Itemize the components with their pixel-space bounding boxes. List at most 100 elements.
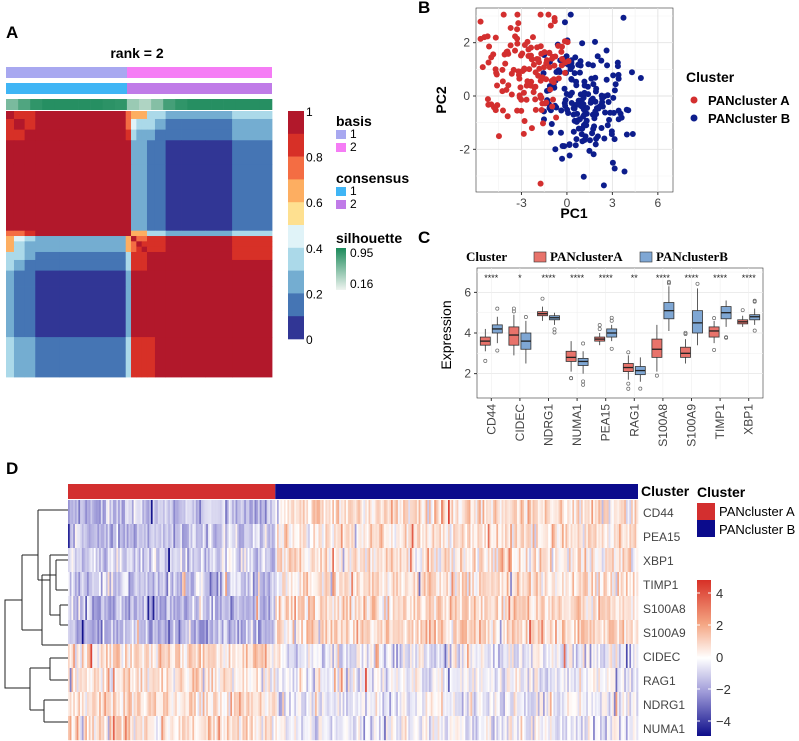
expression-cell [216, 692, 219, 717]
pca-point-b [591, 123, 598, 130]
expression-cell [220, 596, 223, 621]
expression-cell [247, 596, 250, 621]
expression-cell [460, 572, 463, 597]
expression-cell [156, 620, 159, 645]
expression-cell [499, 644, 502, 669]
consensus-cell [154, 310, 166, 338]
expression-cell [251, 548, 254, 573]
expression-cell [422, 620, 425, 645]
expression-cell [335, 500, 338, 525]
expression-cell [522, 596, 525, 621]
expression-cell [632, 620, 635, 645]
expression-cell [634, 572, 637, 597]
expression-cell [68, 548, 71, 573]
expression-cell [321, 500, 324, 525]
expression-cell [316, 620, 319, 645]
expression-cell [596, 500, 599, 525]
expression-cell [422, 524, 425, 549]
expression-cell [78, 644, 81, 669]
expression-cell [282, 524, 285, 549]
expression-cell [499, 668, 502, 693]
expression-cell [406, 644, 409, 669]
expression-cell [413, 716, 416, 741]
pca-point-a [488, 101, 495, 108]
expression-cell [515, 692, 518, 717]
silhouette-cell [18, 99, 31, 110]
expression-cell [468, 620, 471, 645]
expression-cell [85, 548, 88, 573]
expression-cell [629, 668, 632, 693]
expression-cell [330, 716, 333, 741]
expression-cell [404, 524, 407, 549]
consensus-cell [165, 129, 182, 141]
expression-cell [422, 596, 425, 621]
expression-cell [114, 500, 117, 525]
expression-cell [394, 716, 397, 741]
consensus-cell [131, 111, 137, 120]
pca-point-b [594, 133, 601, 140]
expression-cell [302, 524, 305, 549]
expression-cell [384, 524, 387, 549]
pca-point-b [548, 120, 555, 127]
silhouette-cell [247, 99, 261, 110]
expression-cell [283, 692, 286, 717]
expression-cell [173, 572, 176, 597]
expression-cell [278, 524, 281, 549]
pca-point-b [586, 137, 593, 144]
expression-cell [359, 596, 362, 621]
expression-cell [138, 548, 141, 573]
expression-cell [532, 596, 535, 621]
expression-cell [368, 644, 371, 669]
expression-cell [252, 692, 255, 717]
expression-cell [252, 644, 255, 669]
expression-cell [439, 500, 442, 525]
expression-cell [150, 572, 153, 597]
expression-cell [256, 692, 259, 717]
pca-point-b [590, 151, 597, 158]
expression-cell [99, 524, 102, 549]
expression-cell [280, 644, 283, 669]
expression-cell [579, 596, 582, 621]
consensus-cell [13, 111, 26, 120]
pca-point-a [549, 96, 556, 103]
expression-cell [145, 620, 148, 645]
expression-cell [416, 524, 419, 549]
expression-cell [391, 644, 394, 669]
expression-cell [574, 692, 577, 717]
expression-cell [416, 596, 419, 621]
expression-cell [112, 596, 115, 621]
expression-cell [142, 524, 145, 549]
expression-cell [126, 500, 129, 525]
expression-cell [617, 716, 620, 741]
expression-cell [587, 668, 590, 693]
expression-cell [558, 692, 561, 717]
expression-cell [589, 668, 592, 693]
expression-cell [605, 524, 608, 549]
expression-cell [157, 524, 160, 549]
expression-cell [106, 572, 109, 597]
expression-cell [126, 596, 129, 621]
expression-cell [489, 596, 492, 621]
expression-cell [163, 620, 166, 645]
expression-cell [373, 500, 376, 525]
box-outlier [626, 386, 631, 391]
expression-cell [308, 692, 311, 717]
expression-cell [311, 548, 314, 573]
pca-point-b [570, 128, 577, 135]
expression-cell [482, 572, 485, 597]
expression-cell [539, 716, 542, 741]
expression-cell [482, 668, 485, 693]
expression-cell [634, 620, 637, 645]
expression-cell [556, 596, 559, 621]
expression-cell [582, 644, 585, 669]
expression-cell [159, 524, 162, 549]
expression-cell [332, 524, 335, 549]
expression-cell [415, 692, 418, 717]
expression-cell [135, 524, 138, 549]
expression-cell [408, 572, 411, 597]
expression-cell [448, 596, 451, 621]
expression-cell [610, 572, 613, 597]
expression-cell [169, 668, 172, 693]
consensus-cell [181, 241, 206, 248]
expression-cell [220, 716, 223, 741]
